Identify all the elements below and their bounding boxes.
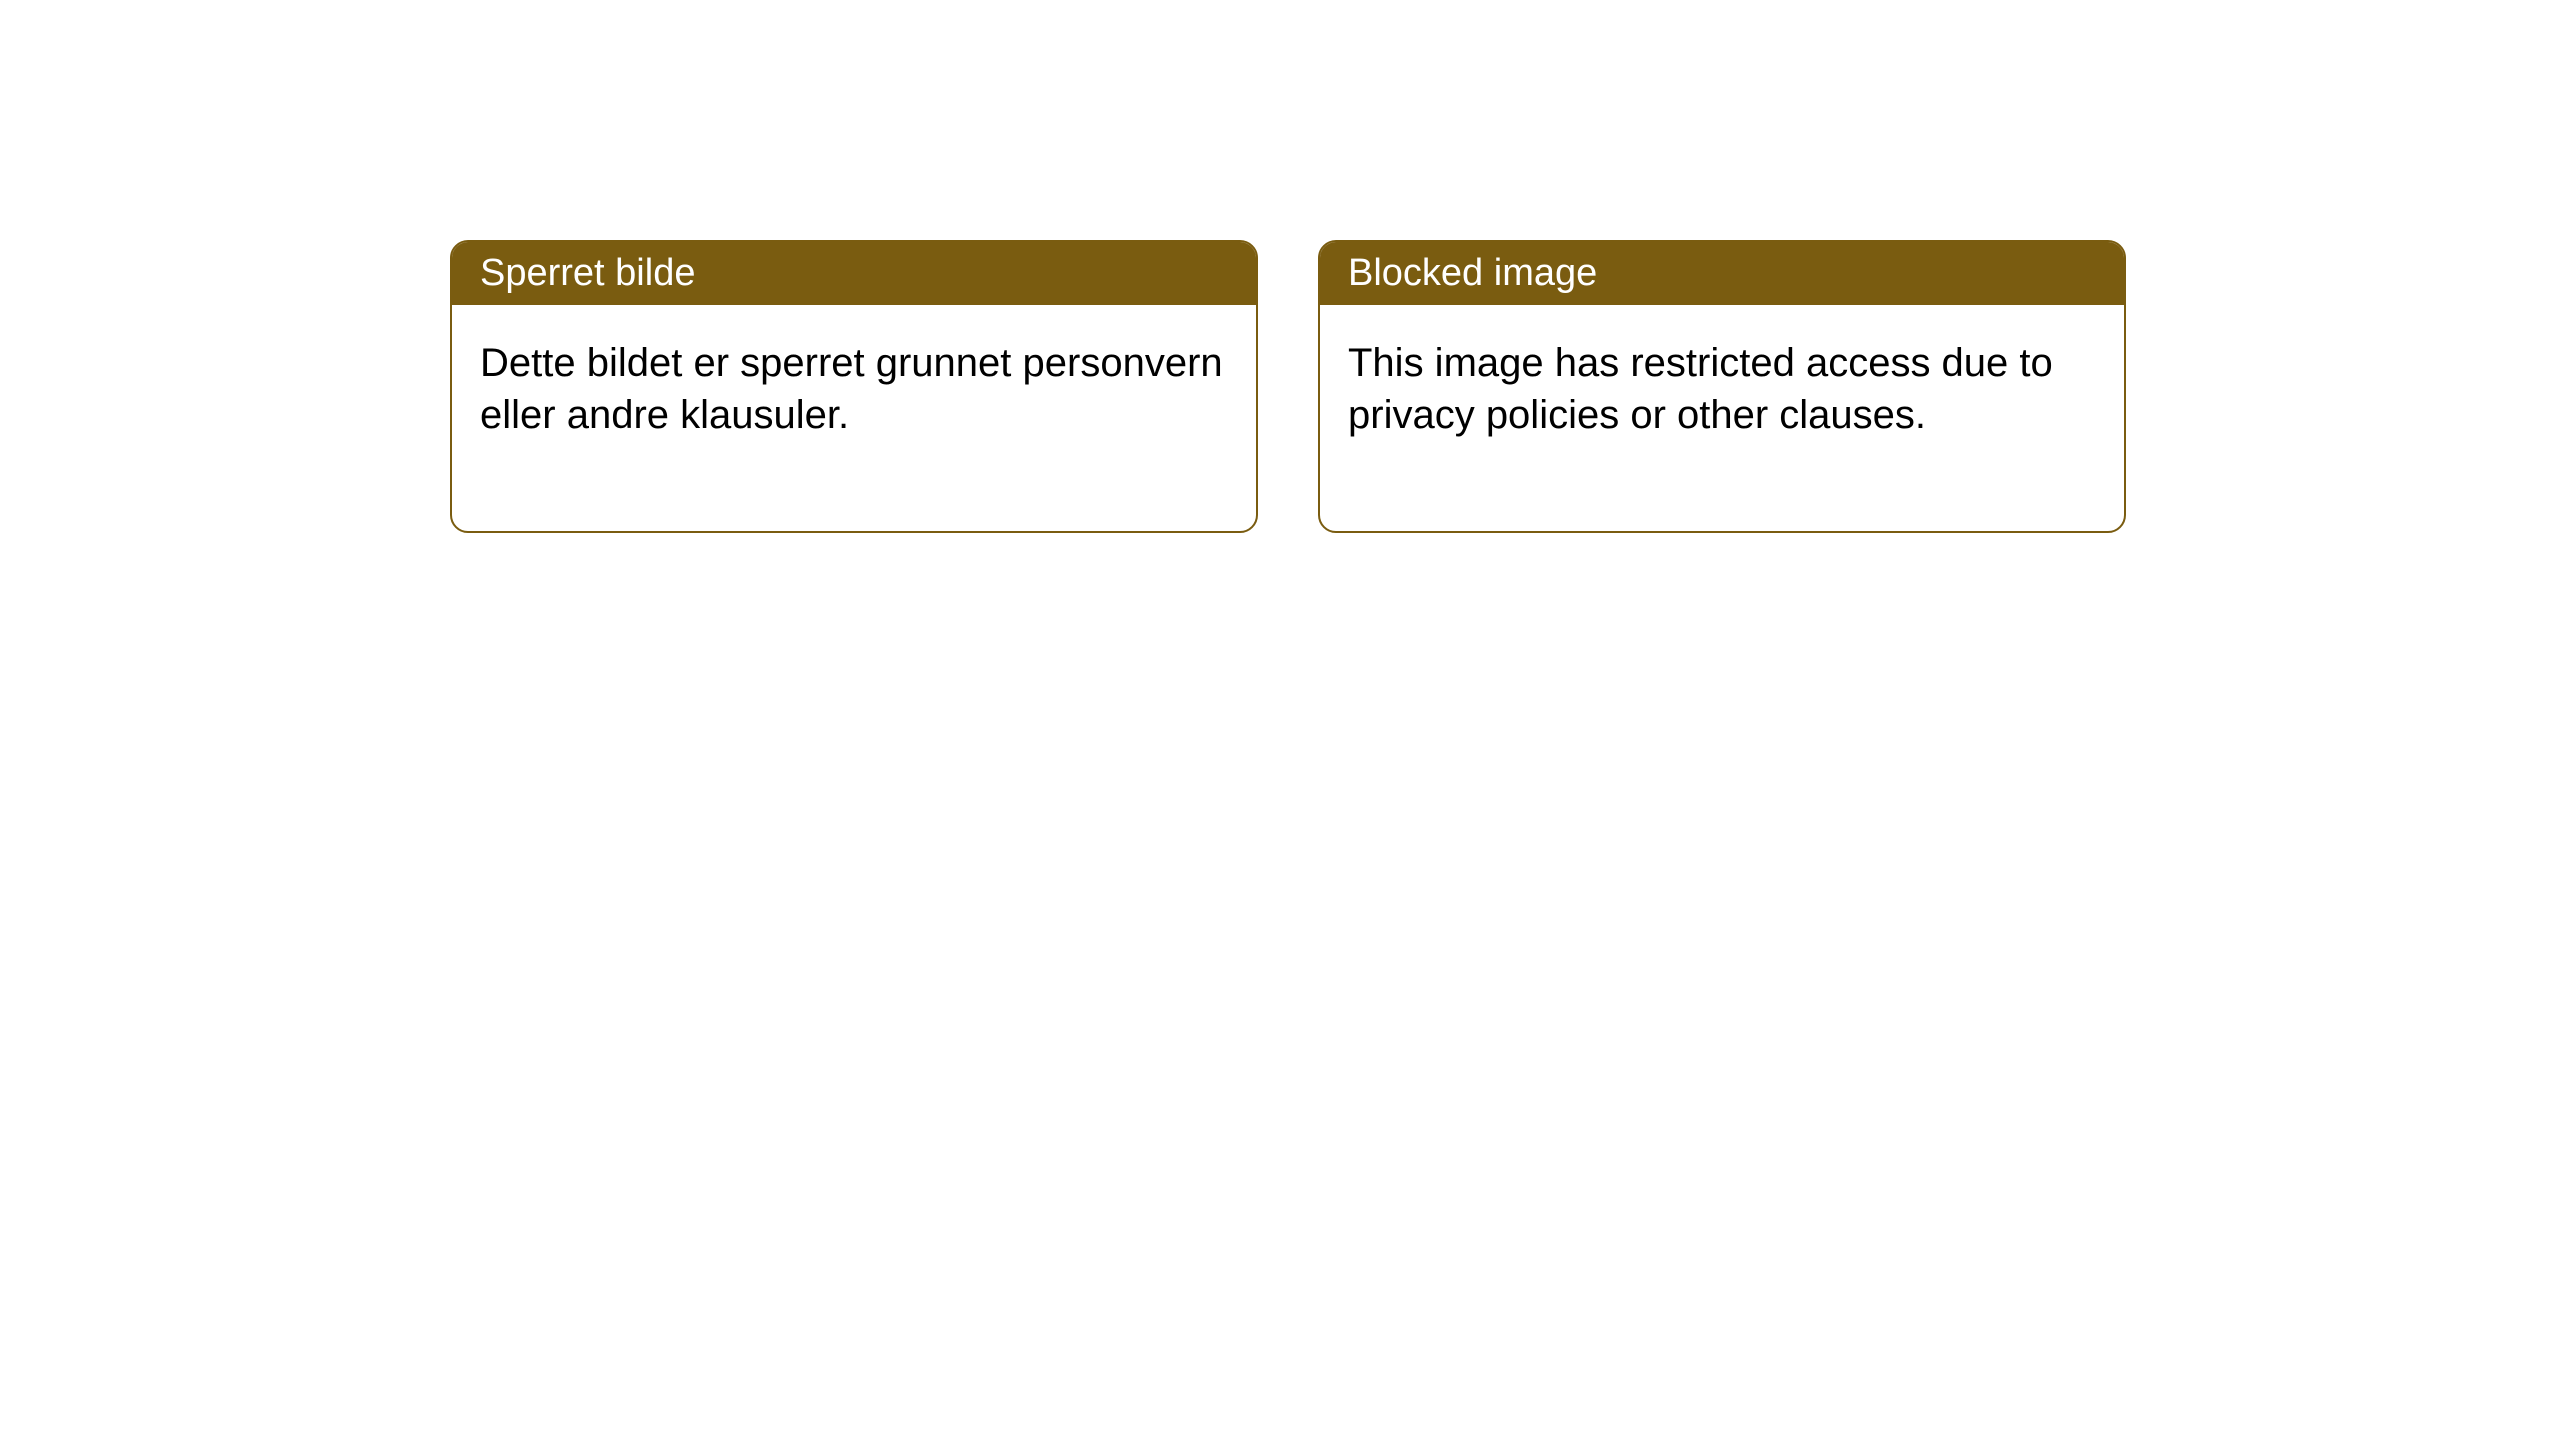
notice-header: Blocked image — [1320, 242, 2124, 305]
notice-body: This image has restricted access due to … — [1320, 305, 2124, 531]
notice-card-norwegian: Sperret bilde Dette bildet er sperret gr… — [450, 240, 1258, 533]
notice-card-english: Blocked image This image has restricted … — [1318, 240, 2126, 533]
notice-body: Dette bildet er sperret grunnet personve… — [452, 305, 1256, 531]
notice-container: Sperret bilde Dette bildet er sperret gr… — [450, 240, 2126, 533]
notice-header: Sperret bilde — [452, 242, 1256, 305]
